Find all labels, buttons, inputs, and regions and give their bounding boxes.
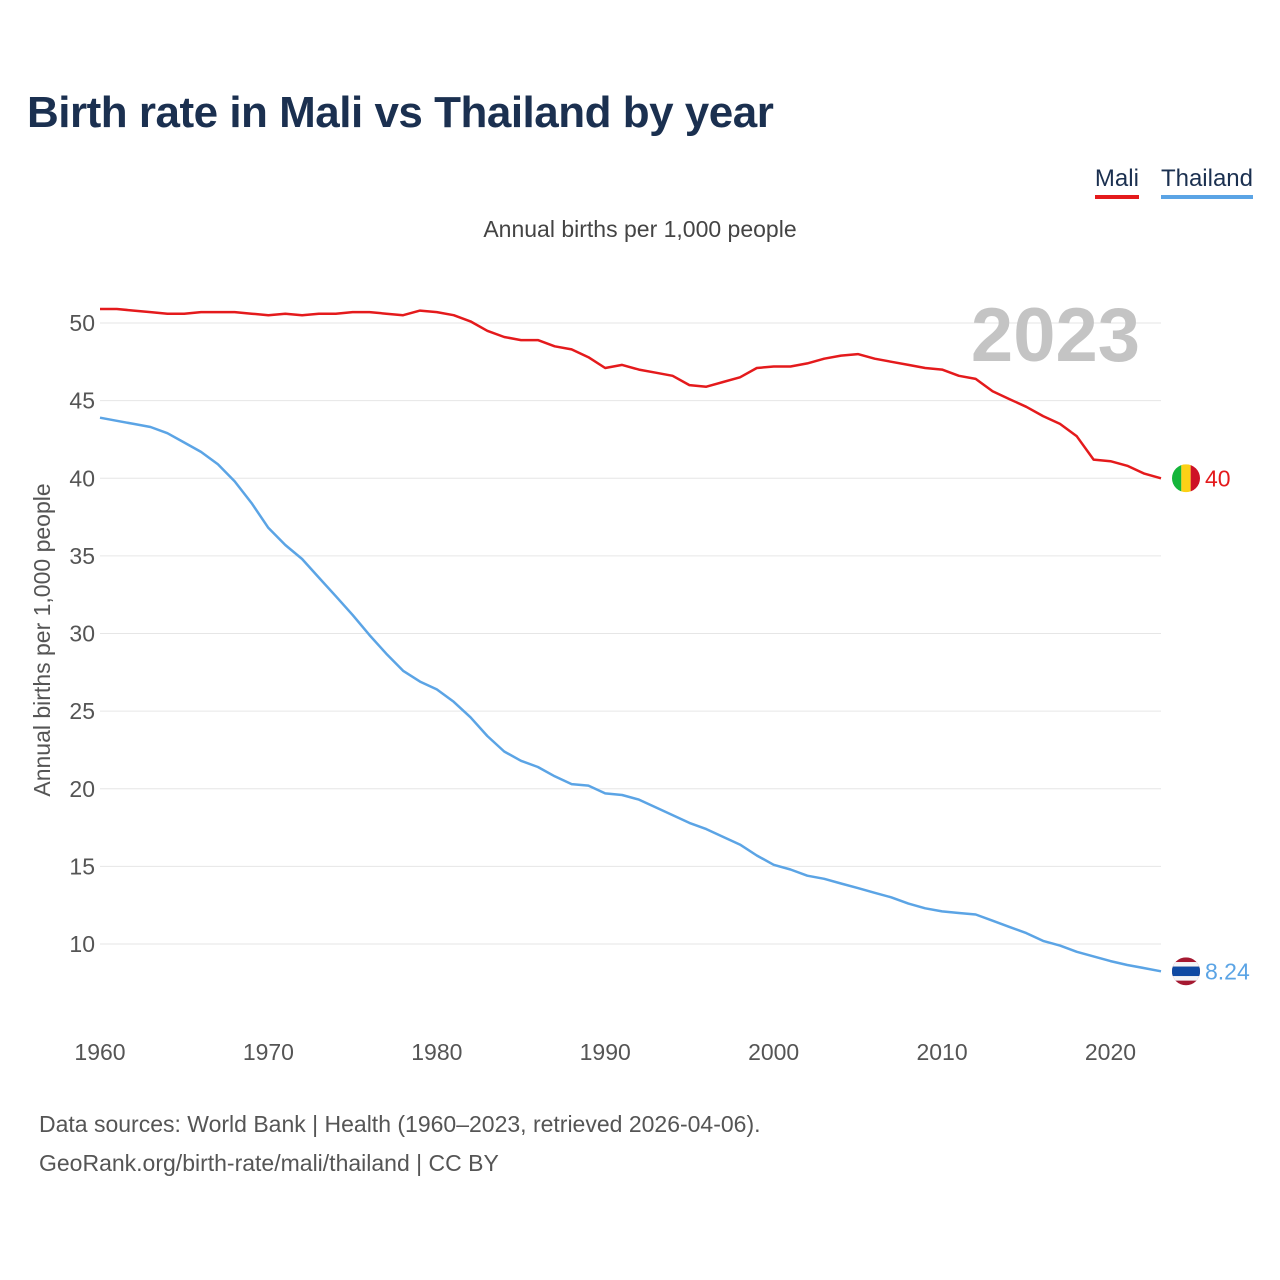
end-markers: 408.24 [1172,464,1250,986]
y-axis-ticks: 10 15 20 25 30 35 40 45 50 [69,310,95,957]
y-tick-label: 20 [69,776,95,802]
series-line-thailand[interactable] [99,416,1162,973]
chart-title: Birth rate in Mali vs Thailand by year [27,88,774,137]
y-tick-label: 30 [69,621,95,647]
end-value-label-mali: 40 [1205,465,1231,491]
y-tick-label: 35 [69,543,95,569]
footer-sources: Data sources: World Bank | Health (1960–… [39,1111,761,1137]
y-tick-label: 25 [69,698,95,724]
footer: Data sources: World Bank | Health (1960–… [39,1105,761,1183]
x-tick-label: 2010 [916,1039,967,1065]
x-tick-label: 2000 [748,1039,799,1065]
chart-subtitle: Annual births per 1,000 people [483,216,797,242]
series-lines [99,307,1162,973]
y-tick-label: 15 [69,853,95,879]
gridlines [100,322,1161,945]
mali-flag-icon [1172,464,1200,493]
x-tick-label: 1980 [411,1039,462,1065]
x-tick-label: 1960 [74,1039,125,1065]
end-value-label-thailand: 8.24 [1205,958,1250,984]
footer-link[interactable]: GeoRank.org/birth-rate/mali/thailand | C… [39,1150,499,1176]
x-tick-label: 2020 [1085,1039,1136,1065]
y-axis-label: Annual births per 1,000 people [29,483,55,796]
x-axis-ticks: 1960 1970 1980 1990 2000 2010 2020 [74,1039,1136,1065]
x-tick-label: 1990 [580,1039,631,1065]
y-tick-label: 50 [69,310,95,336]
y-tick-label: 40 [69,465,95,491]
x-tick-label: 1970 [243,1039,294,1065]
y-tick-label: 45 [69,388,95,414]
current-year-watermark: 2023 [971,293,1140,378]
y-tick-label: 10 [69,931,95,957]
legend-item-thailand[interactable]: Thailand [1160,165,1253,199]
legend: Mali Thailand [1094,165,1253,199]
legend-item-mali[interactable]: Mali [1094,165,1139,199]
thailand-flag-icon [1172,957,1200,986]
series-line-mali[interactable] [100,307,1162,480]
